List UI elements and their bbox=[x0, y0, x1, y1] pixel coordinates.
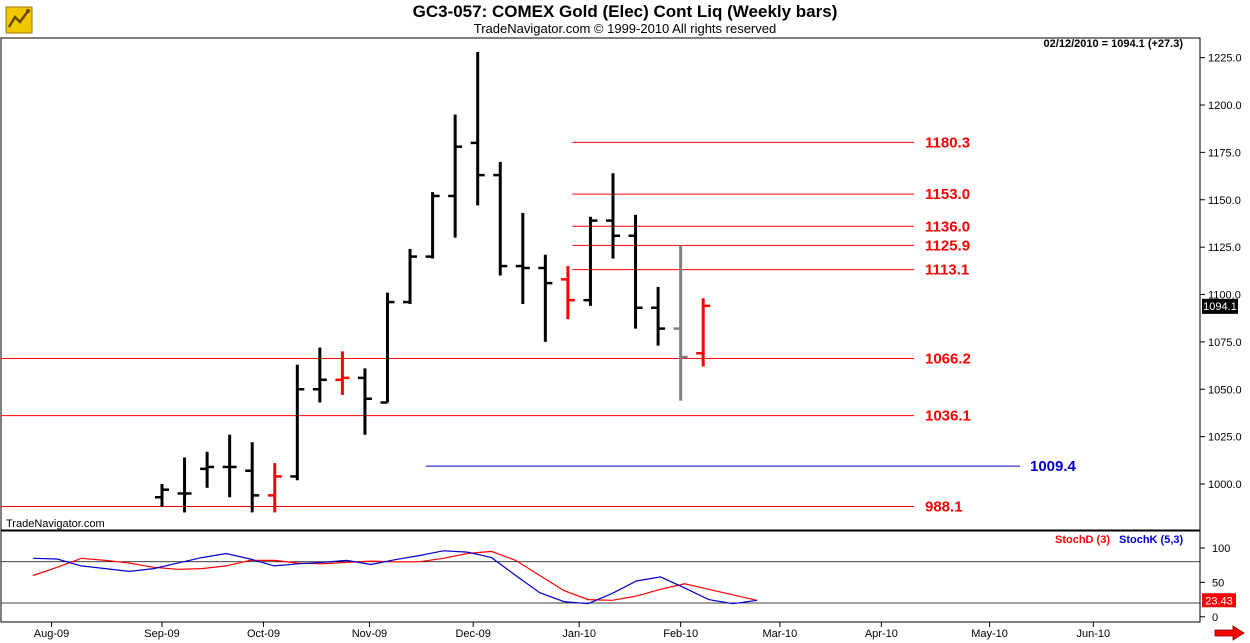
month-label: Oct-09 bbox=[247, 628, 280, 640]
level-label: 988.1 bbox=[925, 499, 963, 516]
ohlc-bar bbox=[380, 292, 395, 404]
ohlc-bar bbox=[222, 434, 237, 498]
ohlc-bar bbox=[673, 245, 688, 401]
ohlc-bar bbox=[177, 457, 192, 513]
level-label: 1153.0 bbox=[925, 186, 970, 203]
price-tick-label: 1100.0 bbox=[1208, 290, 1241, 302]
trade-navigator-logo-icon bbox=[5, 6, 33, 34]
ohlc-bar bbox=[515, 213, 530, 304]
stoch-tag-label: 23.43 bbox=[1205, 595, 1233, 607]
price-panel-frame bbox=[0, 37, 1201, 531]
stoch-tag: 23.43 bbox=[1202, 593, 1236, 608]
month-label: Sep-09 bbox=[144, 628, 179, 640]
ohlc-bar bbox=[290, 364, 305, 481]
ohlc-bars bbox=[155, 51, 711, 513]
price-tick-label: 1050.0 bbox=[1208, 384, 1242, 396]
ohlc-bar bbox=[628, 214, 643, 329]
time-axis: Aug-09 Sep-09 Oct-09 Nov-09 Dec-09 Jan-10 Feb-… bbox=[34, 622, 1110, 640]
stoch-tick-label: 0 bbox=[1212, 612, 1218, 624]
stochastic-lines bbox=[32, 550, 758, 605]
ohlc-bar bbox=[245, 442, 260, 513]
ohlc-bar bbox=[448, 114, 463, 238]
month-label: Feb-10 bbox=[663, 628, 698, 640]
stoch-tick-label: 100 bbox=[1212, 543, 1230, 555]
ohlc-bar bbox=[200, 451, 215, 488]
legend-stochk: StochK (5,3) bbox=[1119, 534, 1184, 546]
stoch-tick-label: 50 bbox=[1212, 577, 1224, 589]
price-tick-label: 1075.0 bbox=[1208, 337, 1242, 349]
ohlc-bar bbox=[583, 216, 598, 306]
support-resistance-levels: 1180.3 1153.0 1136.0 1125.9 1113.1 1066.2 1036… bbox=[1, 134, 1077, 516]
ohlc-bar bbox=[470, 51, 485, 206]
ohlc-bar bbox=[335, 351, 350, 395]
level-label: 1066.2 bbox=[925, 351, 971, 368]
stoch-series-line bbox=[32, 550, 758, 605]
ohlc-bar bbox=[155, 484, 169, 507]
price-tick-label: 1225.0 bbox=[1208, 53, 1242, 65]
month-label: Jun-10 bbox=[1076, 628, 1110, 640]
level-label: 1136.0 bbox=[925, 218, 970, 235]
stoch-panel-frame bbox=[0, 530, 1201, 623]
price-tick-label: 1150.0 bbox=[1208, 195, 1241, 207]
ohlc-bar bbox=[696, 298, 711, 367]
level-label: 1180.3 bbox=[925, 134, 970, 151]
ohlc-bar bbox=[560, 266, 575, 320]
price-y-axis: 1000.0 1025.0 1050.0 1075.0 1100.0 1125.0 1150… bbox=[1200, 53, 1242, 491]
chart-header: GC3-057: COMEX Gold (Elec) Cont Liq (Wee… bbox=[0, 0, 1250, 38]
ohlc-bar bbox=[493, 161, 508, 276]
month-label: Mar-10 bbox=[762, 628, 797, 640]
chart-subtitle: TradeNavigator.com © 1999-2010 All right… bbox=[473, 21, 777, 36]
ohlc-bar bbox=[425, 192, 440, 259]
ohlc-bar bbox=[267, 463, 282, 513]
month-label: Apr-10 bbox=[865, 628, 898, 640]
level-label: 1036.1 bbox=[925, 408, 971, 425]
level-label: 1113.1 bbox=[925, 262, 969, 279]
ohlc-bar bbox=[357, 368, 372, 435]
price-tick-label: 1025.0 bbox=[1208, 432, 1242, 444]
level-label: 1125.9 bbox=[925, 237, 970, 254]
price-tick-label: 1175.0 bbox=[1208, 147, 1241, 159]
month-label: Nov-09 bbox=[352, 628, 387, 640]
price-tag-label: 1094.1 bbox=[1203, 301, 1237, 313]
ohlc-bar bbox=[651, 286, 666, 346]
price-tick-label: 1000.0 bbox=[1208, 479, 1242, 491]
price-tag: 1094.1 bbox=[1202, 298, 1238, 314]
legend-stochd: StochD (3) bbox=[1055, 534, 1110, 546]
watermark-text: TradeNavigator.com bbox=[6, 518, 105, 530]
stoch-y-axis: 100 50 0 bbox=[1, 543, 1230, 624]
ohlc-bar bbox=[538, 254, 553, 342]
month-label: Jan-10 bbox=[562, 628, 596, 640]
month-label: Aug-09 bbox=[34, 628, 69, 640]
scroll-right-arrow-icon[interactable] bbox=[1214, 625, 1245, 641]
ohlc-bar bbox=[312, 347, 327, 403]
ohlc-bar bbox=[606, 173, 620, 259]
price-tick-label: 1200.0 bbox=[1208, 100, 1242, 112]
level-label: 1009.4 bbox=[1030, 458, 1077, 475]
last-bar-info: 02/12/2010 = 1094.1 (+27.3) bbox=[1044, 38, 1184, 50]
ohlc-bar bbox=[403, 249, 418, 304]
price-tick-label: 1125.0 bbox=[1208, 242, 1241, 254]
month-label: May-10 bbox=[971, 628, 1008, 640]
chart-title: GC3-057: COMEX Gold (Elec) Cont Liq (Wee… bbox=[412, 2, 838, 21]
stoch-series-line bbox=[32, 550, 758, 601]
month-label: Dec-09 bbox=[455, 628, 490, 640]
